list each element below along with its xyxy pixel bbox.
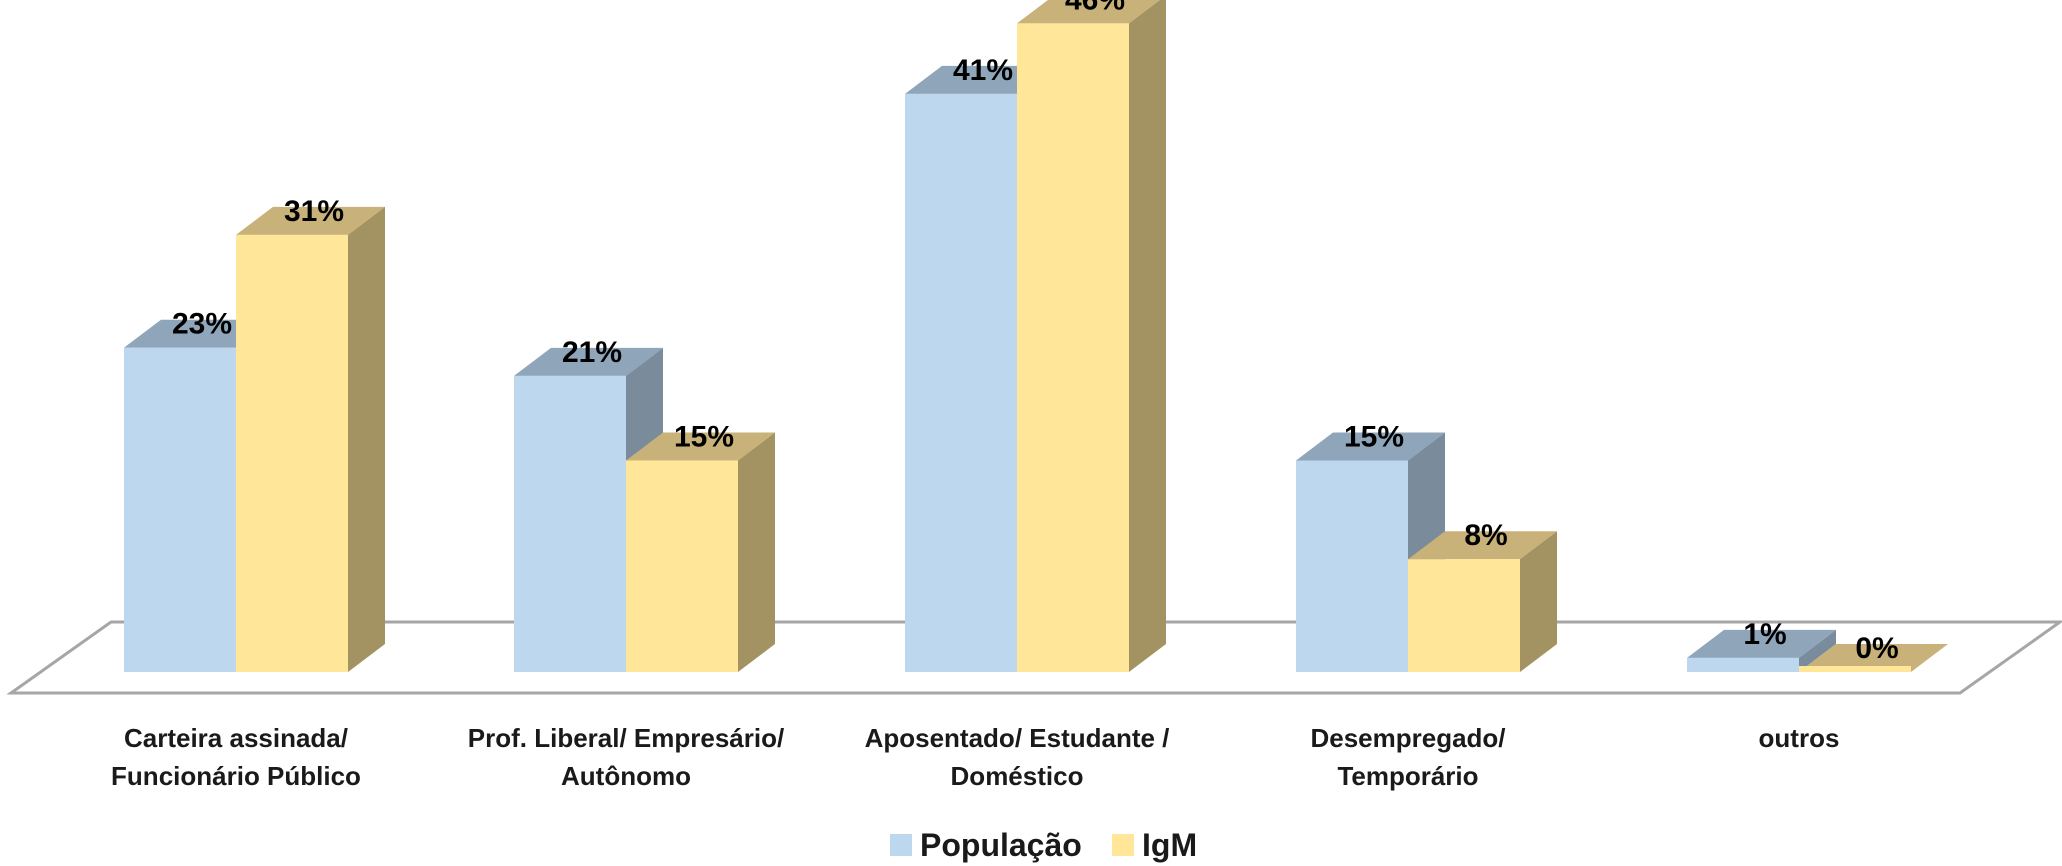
bars-group: [124, 0, 1948, 672]
bar-top-face: [626, 432, 775, 461]
value-label: 1%: [1743, 618, 1786, 651]
bar-populacao-4: [1687, 629, 1836, 672]
category-label: Prof. Liberal/ Empresário/: [468, 723, 784, 753]
category-label: outros: [1759, 723, 1840, 753]
value-label: 21%: [562, 336, 622, 369]
bar-top-face: [1408, 531, 1557, 560]
category-label: Doméstico: [951, 761, 1084, 791]
bar-top-face: [1296, 432, 1445, 461]
legend-label-populacao: População: [920, 827, 1082, 863]
value-label: 15%: [674, 421, 734, 454]
bar-side-face: [1129, 0, 1166, 672]
category-labels-group: Carteira assinada/Funcionário Público Pro…: [111, 723, 1839, 791]
category-label: Temporário: [1337, 761, 1478, 791]
bar-top-face: [124, 319, 273, 348]
bar-igm-0: [236, 206, 385, 672]
bar-top-face: [1687, 629, 1836, 658]
bar-front-face: [1296, 460, 1408, 672]
value-label: 23%: [172, 308, 232, 341]
bar-top-face: [905, 65, 1054, 94]
bar-side-face: [348, 206, 385, 672]
bar-top-face: [1799, 644, 1948, 672]
bar-top-face: [236, 206, 385, 235]
bar-front-face: [626, 460, 738, 672]
bar-top-face: [1017, 0, 1160, 24]
value-label: 31%: [284, 195, 344, 228]
category-label: Desempregado/: [1310, 723, 1505, 753]
legend-label-igm: IgM: [1142, 827, 1197, 863]
category-label: Autônomo: [561, 761, 691, 791]
bar-igm-1: [626, 432, 775, 672]
bar-side-face: [738, 432, 775, 672]
category-label: Funcionário Público: [111, 761, 361, 791]
value-labels-group: 23% 31% 21% 15% 41% 46% 15% 8% 1% 0%: [172, 0, 1899, 665]
bar-front-face: [124, 347, 236, 672]
value-label: 0%: [1855, 632, 1898, 665]
value-label: 8%: [1464, 519, 1507, 552]
bar-side-face: [1520, 531, 1557, 672]
value-label: 15%: [1344, 421, 1404, 454]
bar-front-face: [1017, 23, 1129, 672]
category-label: Carteira assinada/: [124, 723, 348, 753]
bar-side-face: [1799, 629, 1836, 672]
bar-igm-2: [1017, 0, 1166, 672]
bar-front-face: [1408, 559, 1520, 672]
bar-top-face: [514, 347, 663, 376]
bar-front-face: [1799, 666, 1911, 672]
bar-igm-3: [1408, 531, 1557, 672]
legend: População IgM: [890, 827, 1197, 863]
category-label: Aposentado/ Estudante /: [865, 723, 1170, 753]
legend-swatch-igm: [1112, 834, 1134, 856]
bar-front-face: [514, 375, 626, 672]
value-label: 46%: [1065, 0, 1125, 16]
bar-igm-4: [1799, 644, 1948, 672]
bar-front-face: [236, 234, 348, 672]
legend-swatch-populacao: [890, 834, 912, 856]
bar-front-face: [1687, 657, 1799, 672]
bar-front-face: [905, 93, 1017, 672]
value-label: 41%: [953, 54, 1013, 87]
